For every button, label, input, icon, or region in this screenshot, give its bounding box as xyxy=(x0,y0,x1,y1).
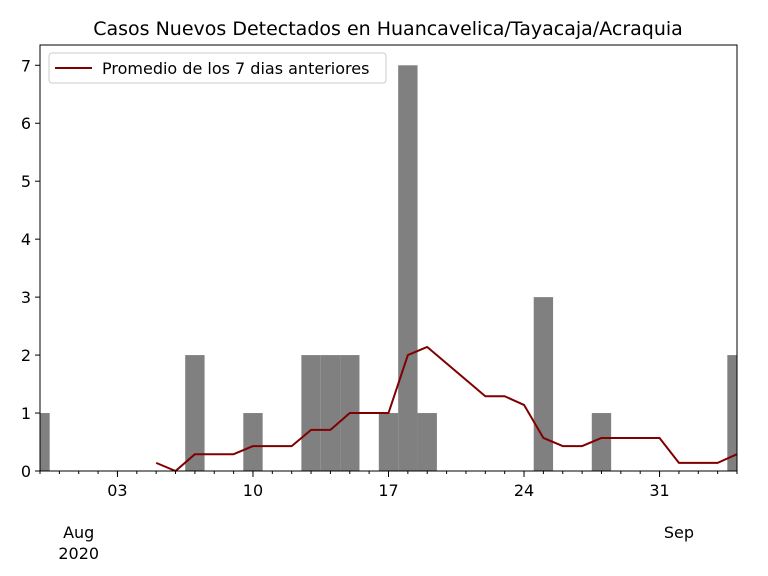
x-tick-label: 17 xyxy=(378,481,398,500)
plot-frame xyxy=(39,44,738,472)
y-tick-label: 3 xyxy=(21,288,31,307)
x-tick-label: 03 xyxy=(107,481,127,500)
x-tick-label: 24 xyxy=(514,481,534,500)
month-label: Aug xyxy=(63,523,94,542)
series-line xyxy=(155,345,738,472)
bar xyxy=(378,413,399,471)
bar xyxy=(243,413,263,471)
y-tick-label: 0 xyxy=(21,462,31,481)
lines-group xyxy=(155,345,738,472)
bar xyxy=(301,355,321,471)
x-tick-label: 10 xyxy=(243,481,263,500)
y-tick-label: 2 xyxy=(21,346,31,365)
bar xyxy=(320,355,341,471)
bar xyxy=(40,413,50,471)
year-label: 2020 xyxy=(58,544,99,563)
y-tick-label: 7 xyxy=(21,56,31,75)
bars-group xyxy=(40,65,737,472)
axes-group: 0 1 2 3 4 5 6 7 03 10 17 24 31 Aug 2020 Sep xyxy=(21,44,738,563)
bar xyxy=(185,355,205,471)
month-label: Sep xyxy=(664,523,694,542)
legend: Promedio de los 7 dias anteriores xyxy=(48,52,387,84)
bar xyxy=(591,413,612,471)
legend-label: Promedio de los 7 dias anteriores xyxy=(102,59,369,78)
y-tick-label: 4 xyxy=(21,230,31,249)
y-tick-label: 6 xyxy=(21,114,31,133)
bar xyxy=(727,355,737,471)
x-tick-label: 31 xyxy=(649,481,669,500)
chart-title: Casos Nuevos Detectados en Huancavelica/… xyxy=(93,18,683,40)
bar xyxy=(398,65,418,472)
bar xyxy=(533,297,554,471)
bar xyxy=(417,413,437,471)
y-tick-label: 5 xyxy=(21,172,31,191)
legend-box xyxy=(48,52,387,84)
y-tick-label: 1 xyxy=(21,404,31,423)
